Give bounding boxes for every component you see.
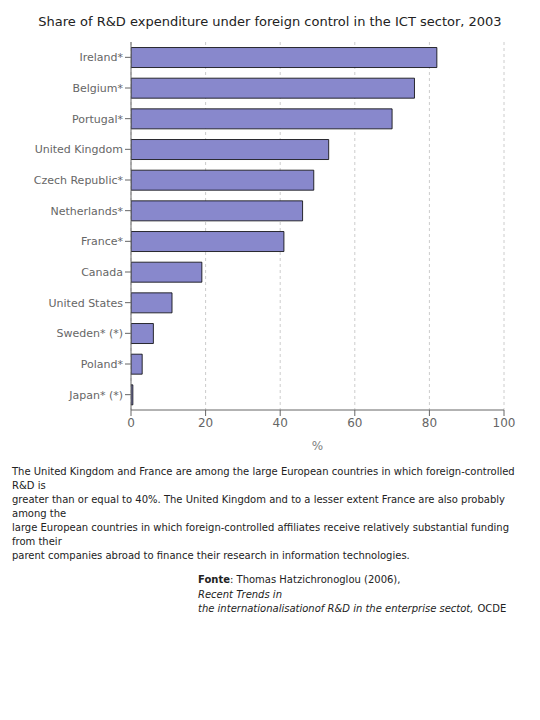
- svg-text:Japan* (*): Japan* (*): [68, 389, 123, 402]
- html-text:Share of R&D expenditure under: Share of R&D expenditure under foreign c…: [38, 14, 502, 29]
- html-text:Fonte: Thomas Hatzichronoglou: Fonte: Thomas Hatzichronoglou (2006),: [198, 574, 401, 585]
- svg-text:Netherlands*: Netherlands*: [50, 205, 123, 218]
- svg-text:40: 40: [273, 416, 288, 430]
- svg-text:Sweden* (*): Sweden* (*): [56, 327, 123, 340]
- svg-text:France*: France*: [81, 235, 124, 248]
- svg-text:20: 20: [198, 416, 213, 430]
- svg-text:Portugal*: Portugal*: [72, 113, 124, 126]
- svg-text:60: 60: [347, 416, 362, 430]
- svg-text:Belgium*: Belgium*: [72, 82, 123, 95]
- svg-text:%: %: [312, 439, 323, 453]
- svg-text:Czech Republic*: Czech Republic*: [34, 174, 124, 187]
- html-text:the internationalisationof R&D: the internationalisationof R&D in the en…: [198, 603, 507, 614]
- svg-text:Poland*: Poland*: [81, 358, 124, 371]
- html-text:The United Kingdom and France: The United Kingdom and France are among …: [12, 466, 515, 561]
- html-text:Recent Trends in: Recent Trends in: [198, 588, 282, 600]
- svg-text:Ireland*: Ireland*: [79, 51, 123, 64]
- svg-text:United Kingdom: United Kingdom: [35, 143, 123, 156]
- svg-text:80: 80: [422, 416, 437, 430]
- svg-text:Canada: Canada: [81, 266, 123, 279]
- svg-text:United States: United States: [49, 297, 124, 310]
- svg-text:0: 0: [127, 416, 135, 430]
- svg-text:100: 100: [493, 416, 516, 430]
